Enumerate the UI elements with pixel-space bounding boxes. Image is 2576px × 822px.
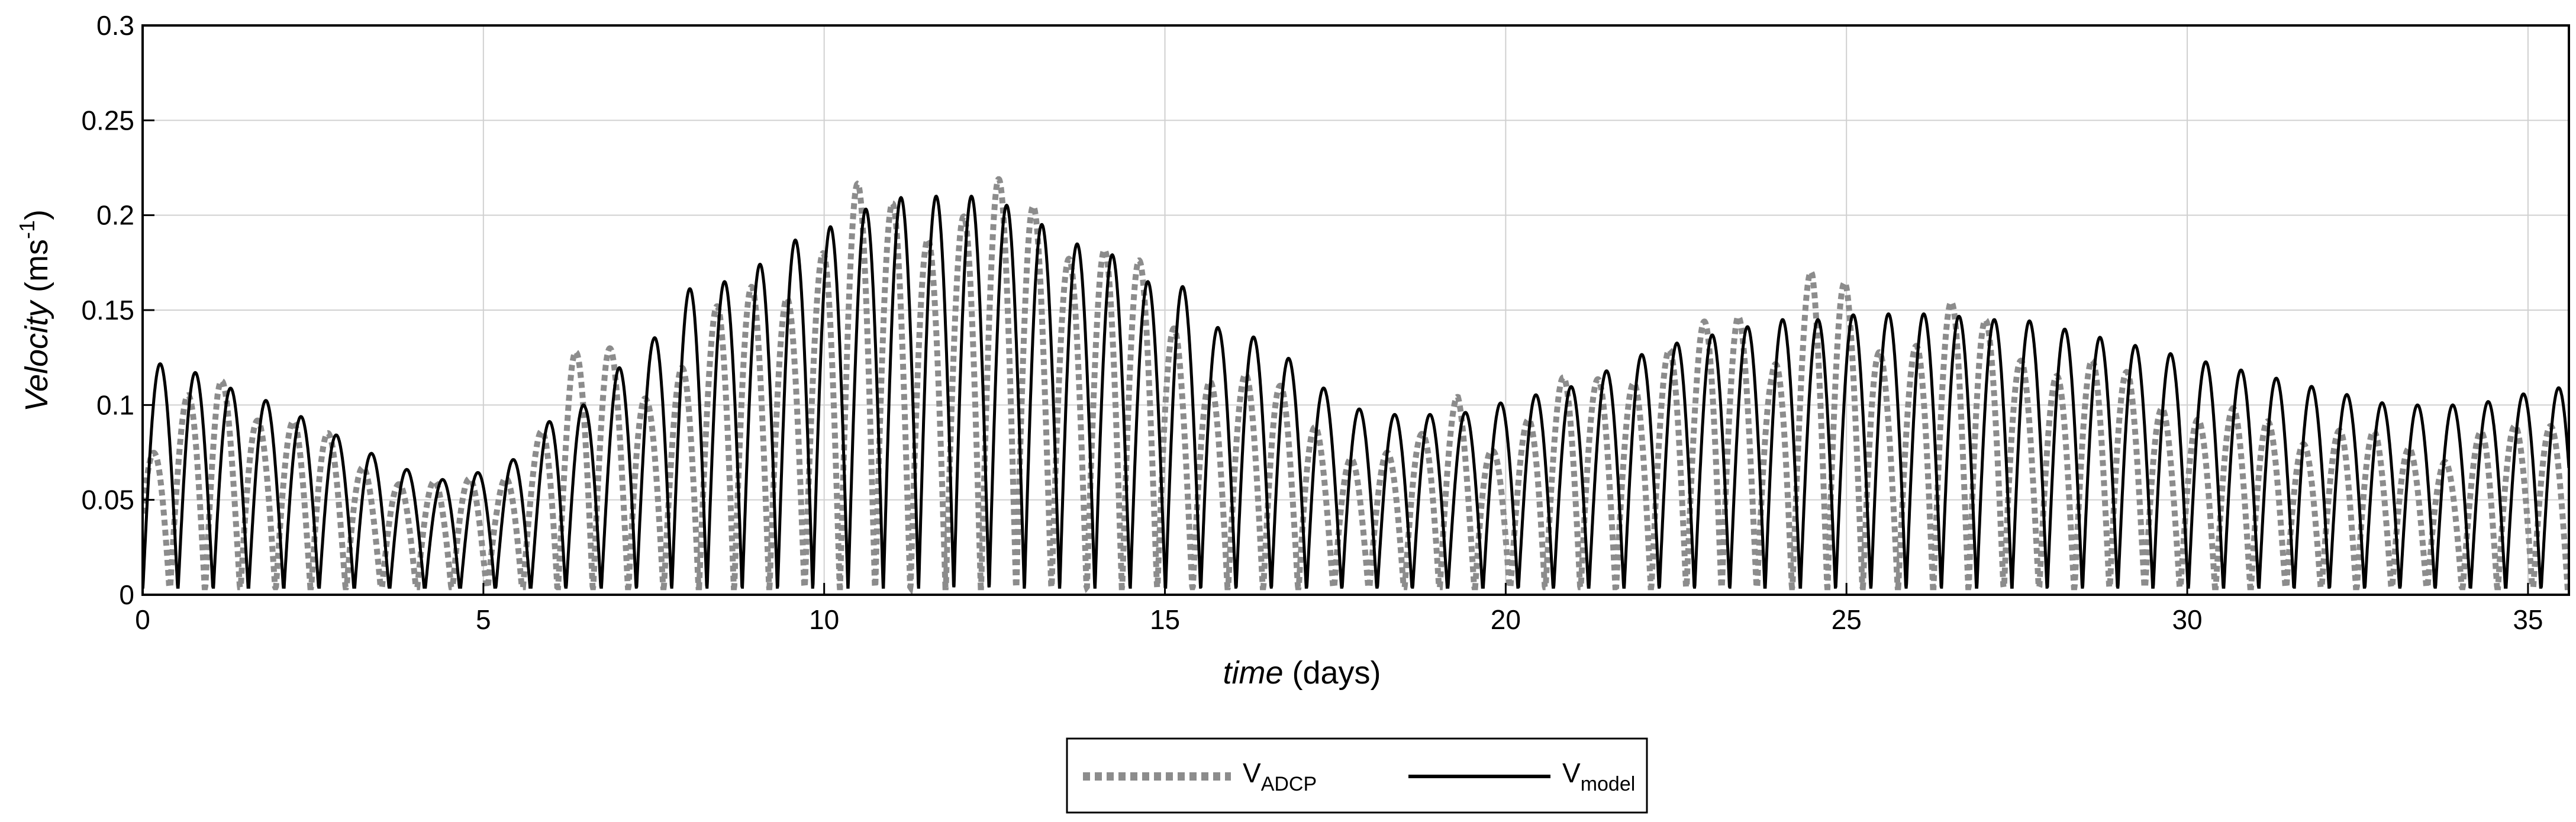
x-tick-label: 5 (476, 604, 491, 635)
x-tick-label: 15 (1150, 604, 1180, 635)
series-model-line (143, 194, 2569, 589)
y-tick-label: 0.2 (96, 200, 134, 231)
x-tick-label: 10 (809, 604, 839, 635)
legend-adcp-label: VADCP (1243, 757, 1317, 795)
x-tick-label: 20 (1491, 604, 1521, 635)
x-tick-labels: 0 5 10 15 20 25 30 35 (135, 583, 2543, 635)
grid-lines (142, 25, 2569, 595)
y-tick-labels: 0 0.05 0.1 0.15 0.2 0.25 0.3 (81, 10, 154, 610)
x-tick-label: 0 (135, 604, 150, 635)
y-axis-label: Velocity (ms-1) (15, 209, 54, 412)
y-tick-label: 0.25 (81, 105, 134, 136)
legend: VADCP Vmodel (1066, 737, 1648, 814)
y-tick-label: 0.3 (96, 10, 134, 41)
y-tick-label: 0.05 (81, 485, 134, 515)
x-tick-label: 35 (2513, 604, 2543, 635)
y-tick-label: 0.15 (81, 295, 134, 325)
x-tick-label: 25 (1832, 604, 1862, 635)
series-adcp-line (143, 176, 2569, 595)
y-tick-label: 0 (119, 579, 134, 610)
series-lines (143, 176, 2569, 595)
x-tick-label: 30 (2172, 604, 2202, 635)
legend-model-label: Vmodel (1562, 757, 1635, 795)
y-tick-label: 0.1 (96, 389, 134, 420)
x-axis-label: time (days) (1223, 655, 1381, 691)
